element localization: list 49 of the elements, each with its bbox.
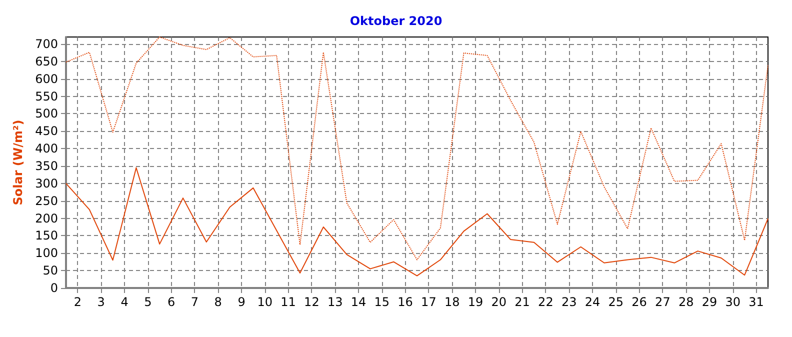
line-series [66, 36, 768, 260]
x-tick-label: 11 [280, 295, 296, 309]
x-tick-label: 4 [120, 295, 128, 309]
y-tick-label: 500 [35, 106, 58, 121]
x-tick-label: 19 [468, 295, 484, 309]
y-tick-label: 400 [35, 142, 58, 156]
x-tick-label: 5 [144, 295, 152, 309]
x-tick-label: 8 [214, 295, 222, 309]
x-tick-label: 21 [514, 295, 530, 309]
y-tick-label: 250 [35, 194, 58, 208]
y-tick-label: 150 [35, 228, 58, 243]
y-tick-label: 600 [35, 72, 58, 86]
line-series [66, 167, 768, 276]
x-tick-label: 20 [491, 295, 507, 309]
x-tick-label: 12 [304, 295, 320, 309]
y-tick-label: 0 [50, 281, 58, 295]
y-tick-label: 450 [35, 124, 58, 138]
x-tick-label: 9 [238, 295, 246, 309]
x-tick-label: 2 [74, 295, 82, 309]
x-tick-label: 24 [584, 295, 600, 309]
x-tick-label: 27 [655, 295, 670, 309]
y-tick-label: 700 [35, 36, 58, 51]
y-tick-label: 550 [35, 89, 58, 104]
x-tick-label: 28 [678, 295, 694, 309]
y-tick-label: 200 [35, 211, 58, 226]
x-tick-label: 30 [725, 295, 741, 309]
y-tick-label: 350 [35, 158, 58, 173]
x-tick-label: 23 [561, 295, 577, 309]
x-tick-label: 16 [398, 295, 413, 309]
y-tick-label: 300 [35, 176, 58, 190]
x-tick-label: 10 [257, 295, 273, 309]
x-tick-label: 13 [327, 295, 343, 309]
x-tick-label: 25 [608, 295, 624, 309]
x-tick-label: 17 [421, 295, 436, 309]
x-tick-label: 31 [748, 295, 764, 309]
x-tick-label: 15 [374, 295, 390, 309]
x-tick-label: 26 [632, 295, 647, 309]
x-tick-label: 18 [444, 295, 460, 309]
x-tick-label: 29 [702, 295, 718, 309]
x-tick-label: 3 [97, 295, 105, 309]
chart-title: Oktober 2020 [350, 14, 442, 28]
y-axis-title: Solar (W/m²) [11, 120, 25, 206]
y-tick-label: 650 [35, 54, 58, 68]
x-tick-label: 7 [190, 295, 199, 309]
x-tick-label: 22 [538, 295, 554, 309]
y-tick-label: 50 [42, 264, 58, 278]
x-tick-label: 14 [350, 295, 366, 309]
x-tick-label: 6 [167, 295, 176, 309]
y-tick-label: 100 [35, 246, 58, 260]
